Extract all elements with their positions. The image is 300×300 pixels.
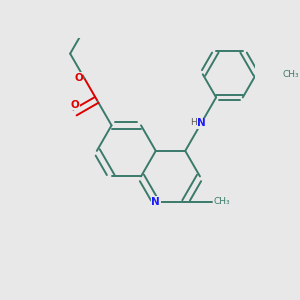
Text: O: O <box>74 73 83 83</box>
Text: CH₃: CH₃ <box>283 70 299 79</box>
Text: O: O <box>70 100 79 110</box>
Text: N: N <box>197 118 206 128</box>
Text: CH₃: CH₃ <box>213 197 230 206</box>
Text: H: H <box>190 118 197 127</box>
Text: N: N <box>152 197 160 207</box>
